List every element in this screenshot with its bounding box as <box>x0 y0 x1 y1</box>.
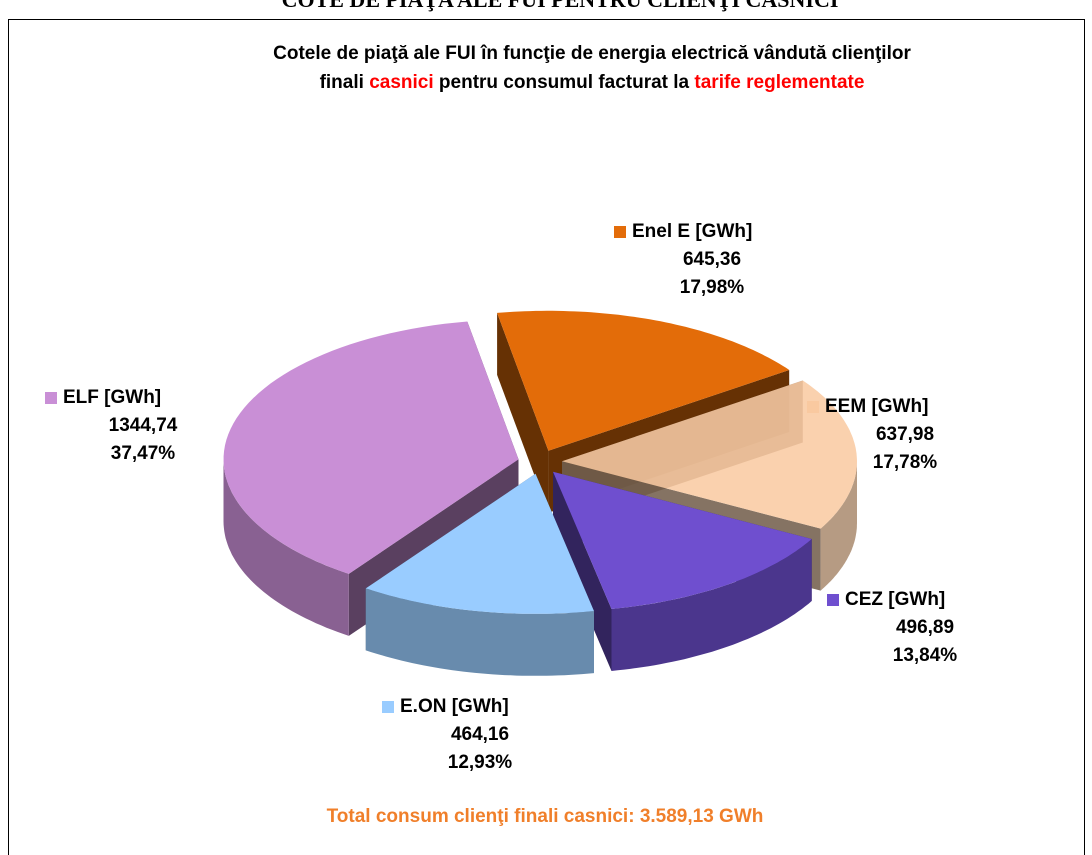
legend-swatch <box>614 226 626 238</box>
slice-name: Enel E [GWh] <box>632 221 752 242</box>
slice-value: 645,36 <box>683 249 741 270</box>
title-segment: casnici <box>369 72 433 93</box>
slice-name: ELF [GWh] <box>63 387 161 408</box>
slice-name: E.ON [GWh] <box>400 696 509 717</box>
annotation: Total consum clienţi finali casnici: 3.5… <box>327 806 764 827</box>
title-segment: finali <box>320 72 370 93</box>
legend-swatch <box>807 401 819 413</box>
slice-wall <box>223 459 349 636</box>
title-segment: tarife reglementate <box>694 72 864 93</box>
slice-wall <box>611 539 812 671</box>
slice-percent: 12,93% <box>448 752 513 773</box>
legend-swatch <box>45 392 57 404</box>
slice-side <box>497 312 549 513</box>
slice-side <box>553 471 612 671</box>
legend-swatch <box>827 594 839 606</box>
slice <box>497 310 790 451</box>
slice-percent: 37,47% <box>111 443 176 464</box>
page-header: COTE DE PIAŢA ALE FUI PENTRU CLIENŢI CAS… <box>282 0 839 12</box>
slice <box>553 471 812 609</box>
slice <box>365 473 594 614</box>
chart-frame <box>8 19 1085 855</box>
slice-name: EEM [GWh] <box>825 396 928 417</box>
chart-title: Cotele de piaţă ale FUI în funcţie de en… <box>273 43 911 93</box>
title-segment: pentru consumul facturat la <box>434 72 695 93</box>
slice-value: 637,98 <box>876 424 934 445</box>
slice-percent: 13,84% <box>893 645 958 666</box>
slice-value: 464,16 <box>451 724 509 745</box>
title-segment: Cotele de piaţă ale FUI în funcţie de en… <box>273 43 911 64</box>
slice-percent: 17,98% <box>680 277 745 298</box>
slice-value: 1344,74 <box>109 415 178 436</box>
slice-wall <box>365 588 594 676</box>
slice-percent: 17,78% <box>873 452 938 473</box>
slice-name: CEZ [GWh] <box>845 589 945 610</box>
slice-value: 496,89 <box>896 617 954 638</box>
slice <box>223 321 519 574</box>
slice <box>562 380 857 529</box>
slice-wall <box>820 461 857 591</box>
legend-swatch <box>382 701 394 713</box>
